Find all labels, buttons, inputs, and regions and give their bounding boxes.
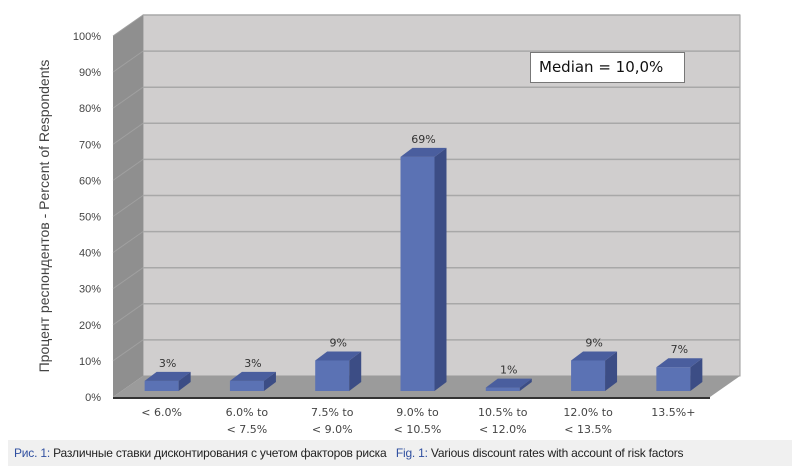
bar-side [178,371,191,391]
y-tick-label: 80% [79,103,101,115]
bar-top [571,351,618,361]
x-tick-label: < 6.0% [141,406,182,419]
data-label: 69% [411,133,435,146]
data-label: 9% [585,336,602,349]
y-tick-label: 30% [79,284,101,296]
side-gridline [112,231,144,254]
bar-top [315,351,362,361]
x-tick-label: 12.0% to [563,406,613,419]
x-tick-label: < 12.0% [479,423,527,436]
side-gridline [112,303,144,326]
caption-en-prefix: Fig. 1: [395,446,428,460]
caption-ru-text: Различные ставки дисконтирования с учето… [49,446,387,460]
x-tick-label: < 9.0% [312,423,353,436]
x-tick-label: < 13.5% [564,423,612,436]
caption-en-text: Various discount rates with account of r… [427,446,684,460]
side-gridline [112,86,144,109]
y-axis-label: Процент респондентов - Percent of Respon… [36,59,52,373]
bar-side [519,378,532,391]
bar-top [400,147,447,157]
bar [144,380,179,391]
y-tick-label: 10% [79,356,101,368]
y-tick-label: 60% [79,175,101,187]
y-tick-label: 20% [79,320,101,332]
side-gridline [112,14,144,37]
x-tick-label: 9.0% to [396,406,439,419]
bar-chart: 0% 10% 20% 30% 40% 50% 60% 70% 80% 90% 100% 3% < 6.0… [73,14,741,436]
bar [315,360,350,391]
bar-top [229,371,276,381]
side-gridline [112,122,144,145]
bar [656,367,691,391]
x-tick-label: < 7.5% [227,423,268,436]
figure-caption: Рис. 1: Различные ставки дисконтирования… [8,440,792,466]
y-tick-label: 0% [85,392,101,404]
x-tick-label: < 10.5% [394,423,442,436]
side-gridline [112,158,144,181]
bar-top [485,378,532,388]
x-tick-label: 10.5% to [478,406,528,419]
data-label: 7% [671,343,688,356]
bar-side [263,371,276,391]
y-tick-label: 40% [79,248,101,260]
bar [229,380,264,391]
caption-ru-prefix: Рис. 1: [14,446,50,460]
bar-side [690,358,703,391]
data-label: 1% [500,364,517,377]
bar [485,387,520,391]
bar-side [434,147,447,391]
median-annotation: Median = 10,0% [530,52,685,83]
y-tick-label: 100% [73,31,101,43]
x-tick-label: 13.5%+ [651,406,695,419]
x-tick-label: 7.5% to [311,406,354,419]
x-tick-label: 6.0% to [226,406,269,419]
data-label: 3% [159,357,176,370]
y-tick-label: 50% [79,212,101,224]
bar [571,360,606,391]
bar [400,156,435,391]
side-gridline [112,339,144,362]
side-gridline [112,195,144,217]
y-tick-label: 90% [79,67,101,79]
data-label: 9% [329,336,346,349]
data-label: 3% [244,357,261,370]
bar-top [656,358,703,368]
y-tick-label: 70% [79,139,101,151]
bar-top [144,371,191,381]
side-gridline [112,267,144,290]
bar-side [605,351,618,391]
bar-side [349,351,362,391]
side-gridline [112,50,144,73]
